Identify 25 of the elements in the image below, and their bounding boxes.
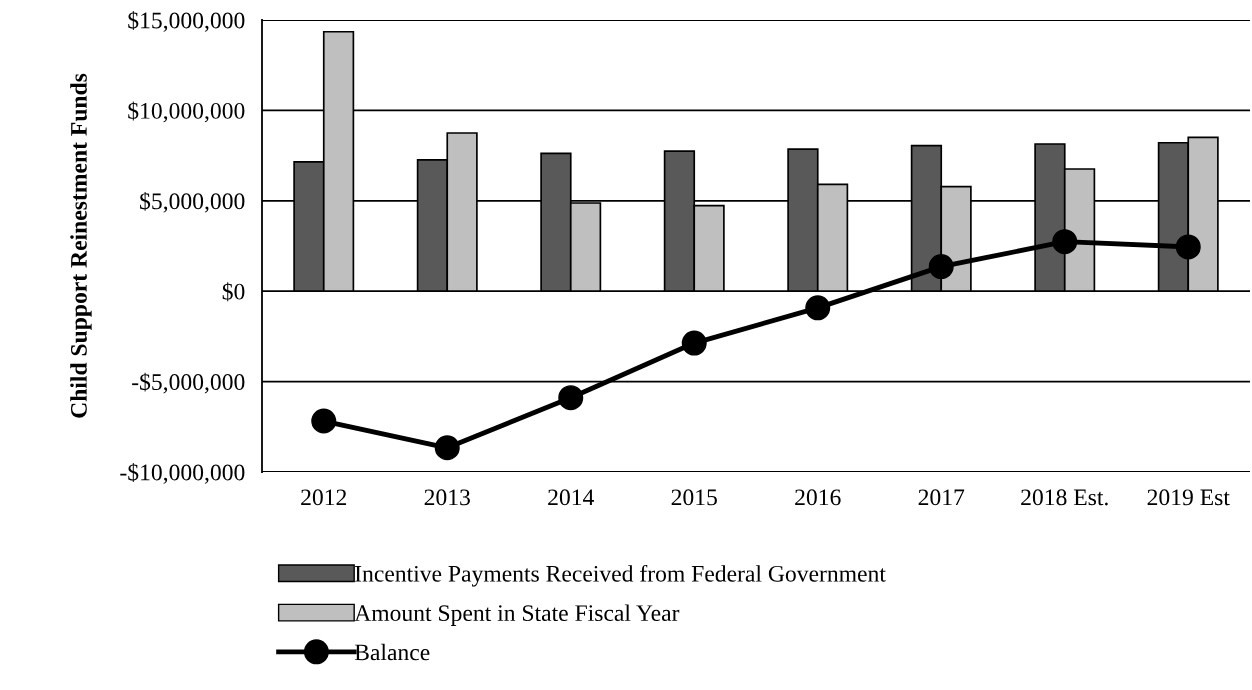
x-tick-label: 2014 [548, 489, 594, 506]
legend-label: Balance [354, 643, 430, 661]
x-tick-label: 2017 [918, 489, 965, 506]
y-axis-title: Child Support Reinestment Funds [70, 73, 92, 418]
point [434, 435, 460, 461]
point [1052, 229, 1078, 255]
point [681, 330, 707, 356]
legend-label: Incentive Payments Received from Federal Government [355, 564, 886, 587]
x-tick-label: 2018 Est. [1021, 489, 1108, 506]
x-tick-label: 2015 [671, 489, 717, 506]
x-tick-label: 2016 [795, 489, 841, 506]
point [805, 295, 831, 321]
x-tick-label: 2012 [301, 489, 347, 506]
x-tick-label: 2019 Est [1147, 489, 1230, 506]
y-tick-label: -$5,000,000 [132, 372, 245, 394]
point [558, 385, 584, 411]
point [1175, 234, 1201, 260]
x-tick-label: 2013 [424, 489, 470, 506]
y-tick-label: $15,000,000 [128, 11, 245, 32]
point [928, 254, 954, 280]
point [311, 408, 337, 434]
y-tick-label: -$10,000,000 [120, 463, 245, 484]
y-tick-label: $5,000,000 [140, 191, 245, 213]
y-tick-label: $10,000,000 [128, 101, 245, 123]
y-tick-label: $0 [222, 282, 245, 302]
